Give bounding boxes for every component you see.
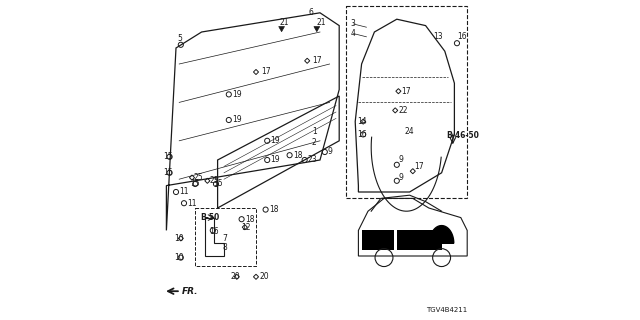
Text: 18: 18 bbox=[269, 205, 278, 214]
Text: 15: 15 bbox=[163, 168, 173, 177]
Text: 23: 23 bbox=[307, 156, 317, 164]
Text: 19: 19 bbox=[232, 116, 242, 124]
Text: 15: 15 bbox=[212, 180, 223, 188]
Text: 10: 10 bbox=[174, 253, 184, 262]
Text: 5: 5 bbox=[178, 34, 182, 43]
Text: 9: 9 bbox=[328, 148, 333, 156]
Text: 16: 16 bbox=[458, 32, 467, 41]
Polygon shape bbox=[429, 226, 454, 243]
Text: 17: 17 bbox=[312, 56, 322, 65]
Text: 11: 11 bbox=[179, 188, 189, 196]
Text: FR.: FR. bbox=[182, 287, 198, 296]
Text: 21: 21 bbox=[317, 18, 326, 27]
Polygon shape bbox=[314, 27, 320, 32]
Text: 2: 2 bbox=[312, 138, 317, 147]
Text: 20: 20 bbox=[259, 272, 269, 281]
Text: 9: 9 bbox=[398, 173, 403, 182]
Text: 14: 14 bbox=[357, 117, 367, 126]
Text: 17: 17 bbox=[402, 87, 412, 96]
Bar bbox=[346, 6, 467, 198]
Text: 11: 11 bbox=[187, 199, 196, 208]
Text: 25: 25 bbox=[210, 176, 220, 185]
Text: 16: 16 bbox=[210, 228, 220, 236]
Text: 19: 19 bbox=[270, 156, 280, 164]
Polygon shape bbox=[397, 230, 442, 250]
Text: B-46-50: B-46-50 bbox=[447, 132, 479, 140]
Text: 24: 24 bbox=[405, 127, 415, 136]
Bar bbox=[195, 208, 256, 266]
Polygon shape bbox=[279, 27, 285, 32]
Text: 6: 6 bbox=[309, 8, 314, 17]
Polygon shape bbox=[362, 230, 394, 250]
Text: TGV4B4211: TGV4B4211 bbox=[426, 308, 467, 313]
Text: 18: 18 bbox=[245, 215, 254, 224]
Text: 8: 8 bbox=[223, 244, 227, 252]
Text: 20: 20 bbox=[230, 272, 240, 281]
Text: 16: 16 bbox=[357, 130, 367, 139]
Text: B-50: B-50 bbox=[200, 213, 220, 222]
Text: 17: 17 bbox=[261, 68, 271, 76]
Text: 15: 15 bbox=[191, 180, 200, 188]
Text: 18: 18 bbox=[292, 151, 302, 160]
Text: 25: 25 bbox=[193, 173, 204, 182]
Text: 10: 10 bbox=[174, 234, 184, 243]
Text: 19: 19 bbox=[232, 90, 242, 99]
Text: 17: 17 bbox=[415, 162, 424, 171]
Text: 12: 12 bbox=[242, 223, 251, 232]
Text: 19: 19 bbox=[270, 136, 280, 145]
Text: 13: 13 bbox=[434, 32, 444, 41]
Text: 1: 1 bbox=[312, 127, 317, 136]
Text: 7: 7 bbox=[223, 234, 227, 243]
Text: 22: 22 bbox=[398, 106, 408, 115]
Text: 3: 3 bbox=[351, 20, 355, 28]
Text: 4: 4 bbox=[351, 29, 355, 38]
Text: 21: 21 bbox=[280, 18, 289, 27]
Text: 9: 9 bbox=[398, 156, 403, 164]
Text: 15: 15 bbox=[163, 152, 173, 161]
